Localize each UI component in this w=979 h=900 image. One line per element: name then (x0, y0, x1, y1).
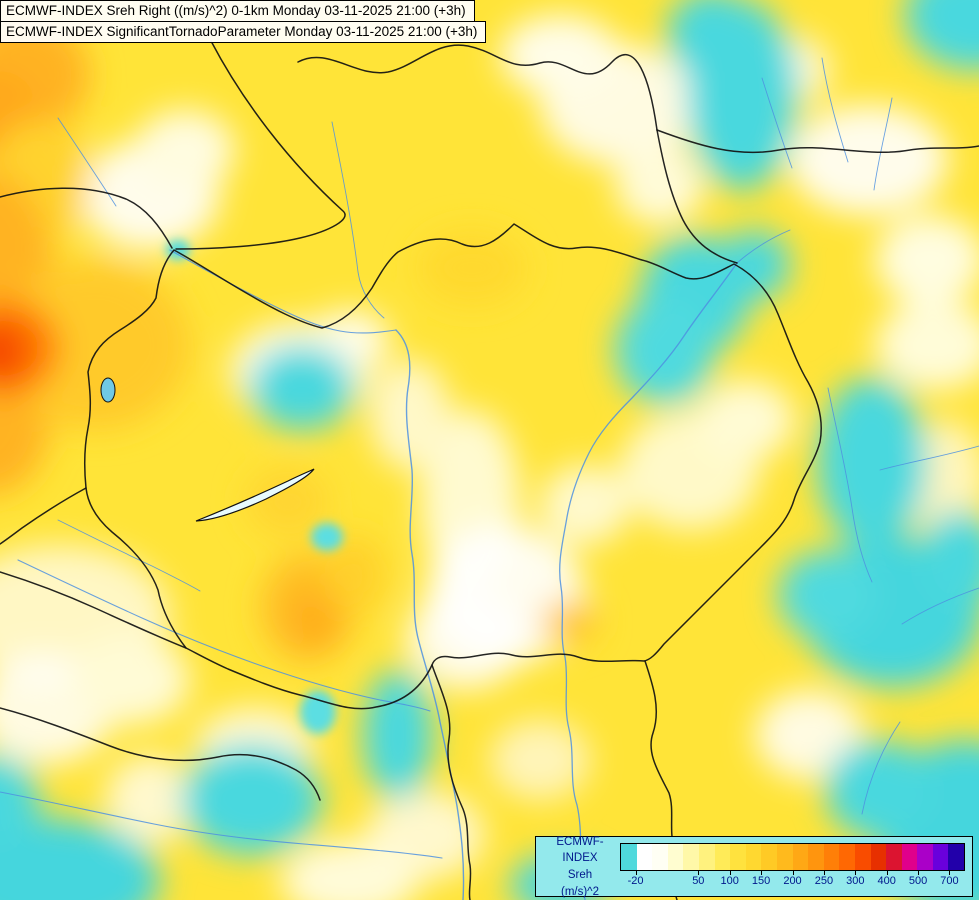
border-nw (0, 187, 173, 249)
legend-color-cell (948, 844, 965, 870)
river-drava (17, 559, 431, 712)
map-title-line2: ECMWF-INDEX SignificantTornadoParameter … (0, 21, 487, 43)
legend-color-cell (652, 844, 668, 870)
legend-barwrap: -20 50 100 150 200 250 300 400 500 700 (620, 840, 965, 894)
legend-color-cell (621, 844, 637, 870)
legend-parameter: Sreh (567, 869, 593, 881)
legend-color-cell (901, 844, 918, 870)
legend-tick-label: 250 (814, 875, 834, 887)
river-east-1 (827, 387, 873, 583)
legend-color-cell (854, 844, 871, 870)
river-east-2 (879, 445, 979, 471)
border-hr-ba (0, 707, 321, 801)
river-nw-1 (57, 117, 117, 207)
legend-tick-label: 100 (720, 875, 739, 887)
legend-title: ECMWF-INDEX (556, 835, 604, 865)
legend-tick-mark (729, 871, 731, 875)
river-vah (331, 121, 385, 319)
legend-tick-mark (792, 871, 794, 875)
legend-color-cell (870, 844, 887, 870)
legend-tick-mark (635, 871, 637, 875)
legend-tick-label: 400 (877, 875, 896, 887)
legend-tick-mark (698, 871, 700, 875)
legend-units: (m/s)^2 (561, 885, 599, 898)
border-pl-sk (297, 44, 658, 131)
color-field-details (166, 240, 343, 734)
legend-tick-label: 700 (940, 875, 959, 887)
river-east-3 (901, 587, 979, 625)
river-mura (57, 519, 201, 592)
legend-color-cell (636, 844, 653, 870)
legend-color-cell (683, 844, 699, 870)
legend-color-cell (698, 844, 715, 870)
legend-color-cell (745, 844, 762, 870)
river-danube-north (169, 249, 397, 334)
country-borders (0, 40, 979, 900)
legend-tick-mark (918, 871, 920, 875)
legend-color-cell (917, 844, 933, 870)
legend-color-cell (761, 844, 777, 870)
river-sava (0, 791, 443, 859)
legend-color-cell (839, 844, 855, 870)
rivers (0, 57, 979, 900)
border-hr-rs (431, 664, 472, 900)
map-title-line1: ECMWF-INDEX Sreh Right ((m/s)^2) 0-1km M… (0, 0, 475, 22)
legend-color-cell (776, 844, 793, 870)
legend-tick-label: 500 (908, 875, 928, 887)
legend-tick-mark (823, 871, 825, 875)
legend-color-cell (808, 844, 824, 870)
legend-color-cell (714, 844, 731, 870)
legend-tick-label: 200 (783, 875, 802, 887)
legend-tick-mark (886, 871, 888, 875)
legend-color-cell (932, 844, 949, 870)
lake-neusiedl (100, 377, 116, 403)
legend-color-cell (823, 844, 840, 870)
river-tisza (559, 262, 738, 900)
lake-balaton (195, 468, 315, 522)
legend-color-cell (792, 844, 809, 870)
river-ne-1 (761, 77, 793, 169)
legend-tick-label: -20 (627, 875, 644, 887)
river-ne-3 (873, 97, 893, 191)
legend-tick-mark (761, 871, 763, 875)
lakes (100, 377, 315, 522)
legend-color-cell (667, 844, 684, 870)
title-block: ECMWF-INDEX Sreh Right ((m/s)^2) 0-1km M… (0, 0, 487, 43)
river-ne-2 (821, 57, 849, 163)
legend-tick-mark (949, 871, 951, 875)
border-si-hr (0, 571, 187, 649)
river-danube-south (395, 329, 465, 900)
legend-tick-label: 300 (846, 875, 865, 887)
border-at-sw (0, 487, 87, 545)
legend-tick-label: 150 (751, 875, 771, 887)
legend-colorbar (620, 843, 965, 871)
river-upper-tisza (736, 229, 791, 264)
border-sk-ua (656, 129, 738, 264)
legend-panel: ECMWF-INDEX Sreh (m/s)^2 -20 50 100 150 200 2… (535, 836, 973, 898)
legend-labels: ECMWF-INDEX Sreh (m/s)^2 (540, 836, 620, 898)
legend-tick-mark (855, 871, 857, 875)
river-se-1 (861, 721, 901, 815)
border-hungary (83, 223, 822, 710)
legend-color-cell (730, 844, 746, 870)
border-pl-ua (656, 129, 979, 154)
legend-tick-label: 50 (692, 875, 705, 887)
legend-color-cell (886, 844, 902, 870)
border-cz-sk (175, 40, 346, 250)
